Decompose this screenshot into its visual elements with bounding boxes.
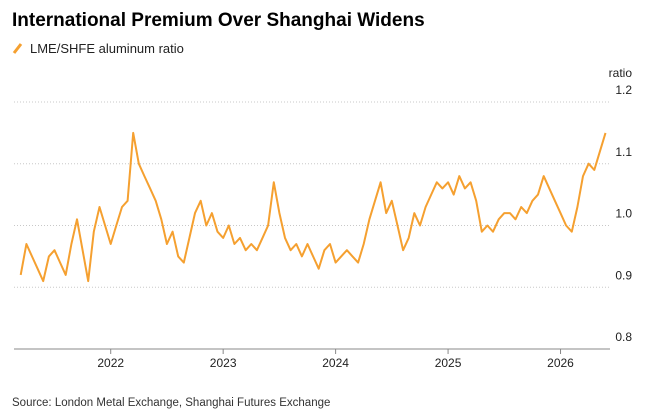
y-tick-label: 1.2 — [615, 83, 632, 97]
x-tick-label: 2022 — [97, 356, 124, 370]
x-tick-label: 2023 — [210, 356, 237, 370]
x-tick-label: 2024 — [322, 356, 349, 370]
y-tick-label: 1.1 — [615, 145, 632, 159]
x-tick-label: 2026 — [547, 356, 574, 370]
legend-label: LME/SHFE aluminum ratio — [30, 41, 184, 56]
y-tick-label: 0.9 — [615, 268, 632, 282]
legend-swatch — [12, 43, 23, 54]
x-tick-label: 2025 — [435, 356, 462, 370]
y-tick-label: 1.0 — [615, 207, 632, 221]
chart-title: International Premium Over Shanghai Wide… — [12, 10, 425, 31]
data-line — [19, 131, 607, 283]
source: Source: London Metal Exchange, Shanghai … — [12, 397, 330, 409]
y-tick-label: 0.8 — [615, 330, 632, 344]
y-axis-label: ratio — [609, 66, 633, 80]
